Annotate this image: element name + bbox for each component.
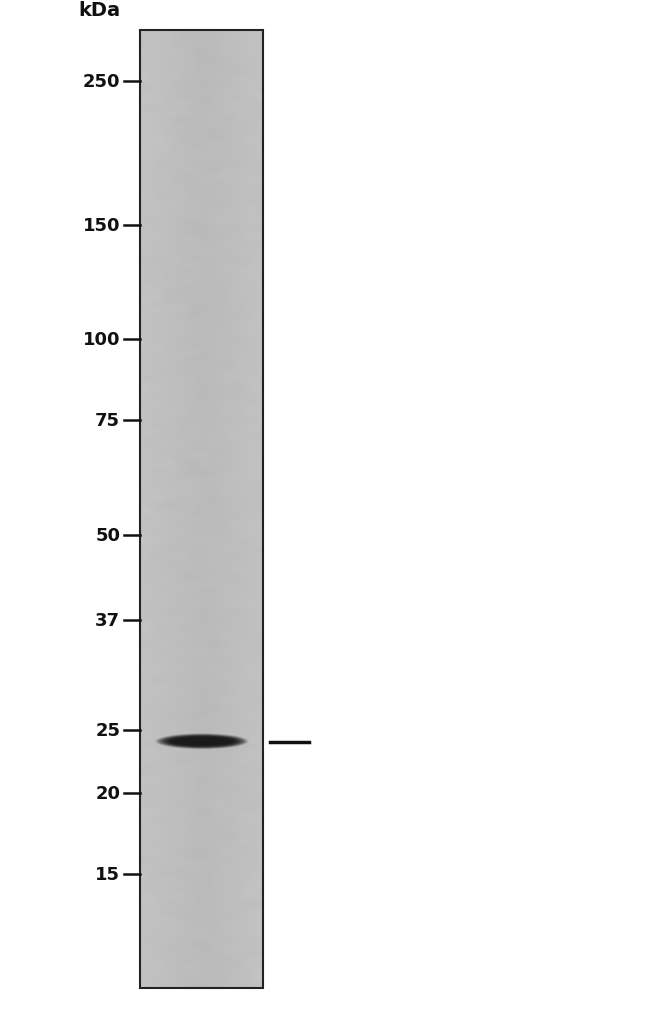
Text: 25: 25 bbox=[96, 721, 120, 740]
Text: 15: 15 bbox=[96, 865, 120, 883]
Text: kDa: kDa bbox=[78, 1, 120, 20]
Text: 37: 37 bbox=[96, 611, 120, 629]
Text: 100: 100 bbox=[83, 331, 120, 348]
Text: 20: 20 bbox=[96, 785, 120, 802]
Text: 150: 150 bbox=[83, 217, 120, 234]
Text: 50: 50 bbox=[96, 526, 120, 544]
Text: 250: 250 bbox=[83, 73, 120, 91]
Text: 75: 75 bbox=[96, 412, 120, 430]
Bar bbox=[140, 31, 263, 988]
